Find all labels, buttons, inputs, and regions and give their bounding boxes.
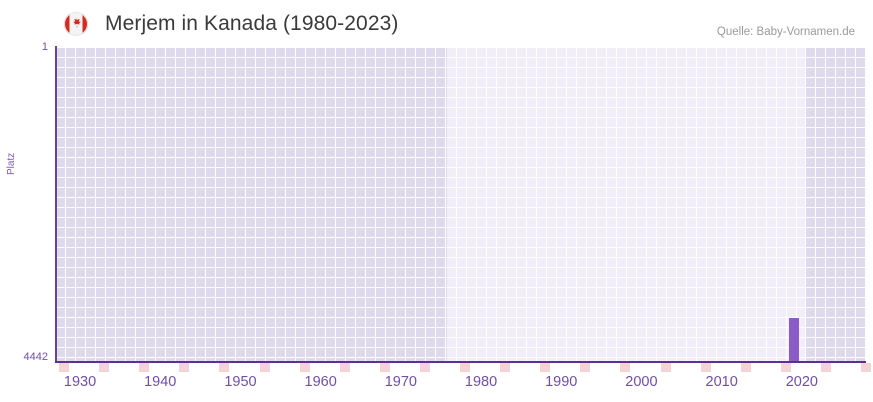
x-axis-tick xyxy=(299,363,310,372)
x-axis-tick xyxy=(780,363,791,372)
x-axis-tick xyxy=(580,363,591,372)
page-title: Merjem in Kanada (1980-2023) xyxy=(105,12,399,35)
y-axis-tick-label-top: 1 xyxy=(41,41,48,53)
x-axis-tick xyxy=(740,363,751,372)
x-axis-label-2010: 2010 xyxy=(705,374,738,390)
x-axis-label-2000: 2000 xyxy=(625,374,658,390)
x-axis-label-2020: 2020 xyxy=(785,374,818,390)
y-axis-line xyxy=(55,46,57,363)
x-axis-tick xyxy=(700,363,711,372)
x-axis-tick xyxy=(219,363,230,372)
canada-flag-icon xyxy=(64,12,88,36)
x-axis-label-1960: 1960 xyxy=(304,374,337,390)
x-axis-label-1930: 1930 xyxy=(63,374,97,390)
x-axis-tick xyxy=(660,363,671,372)
x-axis-tick-labels: 1930 1940 1950 1960 1970 1980 1990 2000 2010 2020 xyxy=(0,374,873,398)
x-axis-tick xyxy=(419,363,430,372)
x-axis-line xyxy=(55,361,866,363)
x-axis-tick xyxy=(540,363,551,372)
plot-area xyxy=(56,48,866,361)
x-axis-tick xyxy=(379,363,390,372)
plot-background-band-light xyxy=(447,48,805,361)
x-axis-tick xyxy=(139,363,150,372)
x-axis-tick xyxy=(861,363,871,372)
x-axis-label-1940: 1940 xyxy=(144,374,177,390)
x-axis-tick xyxy=(179,363,190,372)
x-axis-tick-marks xyxy=(56,363,871,372)
x-axis-tick xyxy=(500,363,511,372)
y-axis-title: Platz xyxy=(6,152,17,175)
x-axis-label-1950: 1950 xyxy=(224,374,257,390)
x-axis-tick xyxy=(59,363,70,372)
x-axis-label-1990: 1990 xyxy=(545,374,578,390)
chart-header: Merjem in Kanada (1980-2023) Quelle: Bab… xyxy=(0,0,873,48)
x-axis-tick xyxy=(460,363,470,372)
bar-2019[interactable] xyxy=(788,317,799,361)
x-axis-tick xyxy=(820,363,831,372)
x-axis-tick xyxy=(99,363,110,372)
chart-source-attribution: Quelle: Baby-Vornamen.de xyxy=(716,26,855,38)
x-axis-tick xyxy=(339,363,350,372)
x-axis-label-1980: 1980 xyxy=(464,374,498,390)
x-axis-label-1970: 1970 xyxy=(384,374,417,390)
x-axis-tick xyxy=(259,363,270,372)
x-axis-tick xyxy=(620,363,631,372)
y-axis-tick-label-bottom: 4442 xyxy=(23,351,48,363)
